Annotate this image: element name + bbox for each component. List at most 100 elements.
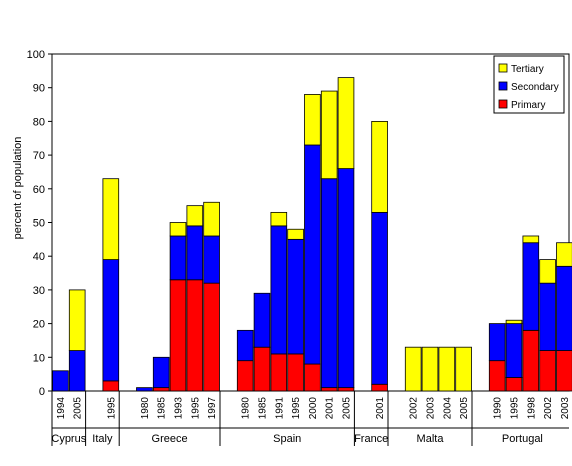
bar-tertiary-greece-1997	[204, 202, 220, 236]
bar-tertiary-greece-1993	[170, 223, 186, 236]
bar-secondary-greece-1995	[187, 226, 203, 280]
bar-secondary-spain-1985	[254, 293, 270, 347]
bar-tertiary-malta-2002	[405, 347, 421, 391]
x-tick-label: 1980	[140, 397, 151, 420]
bar-secondary-portugal-2003	[557, 266, 572, 350]
y-axis-label: percent of population	[12, 137, 24, 240]
legend-label-tertiary: Tertiary	[511, 64, 544, 75]
group-label: Portugal	[502, 433, 543, 445]
bar-primary-portugal-2003	[557, 351, 572, 391]
legend: Tertiary Secondary Primary	[494, 56, 564, 113]
bar-secondary-spain-2001	[321, 179, 337, 388]
bar-primary-greece-1993	[170, 280, 186, 391]
x-tick-label: 1998	[526, 397, 537, 420]
bar-primary-greece-1997	[204, 283, 220, 391]
bar-tertiary-malta-2004	[439, 347, 455, 391]
bar-primary-spain-2005	[338, 388, 354, 391]
bar-tertiary-spain-2005	[338, 78, 354, 169]
x-tick-label: 1995	[291, 397, 302, 420]
bar-tertiary-greece-1995	[187, 206, 203, 226]
bar-tertiary-spain-2001	[321, 91, 337, 179]
bar-primary-spain-1995	[288, 354, 304, 391]
bar-tertiary-malta-2003	[422, 347, 438, 391]
bar-tertiary-spain-1995	[288, 229, 304, 239]
bar-primary-greece-1995	[187, 280, 203, 391]
y-tick-label: 60	[33, 184, 45, 196]
bar-secondary-portugal-1990	[489, 324, 505, 361]
bar-secondary-spain-1995	[288, 239, 304, 354]
x-tick-label: 1997	[207, 397, 218, 420]
x-tick-label: 1985	[157, 397, 168, 420]
x-tick-label: 2001	[375, 397, 386, 420]
bar-secondary-greece-1993	[170, 236, 186, 280]
group-label: Malta	[417, 433, 445, 445]
bar-secondary-france-2001	[372, 212, 388, 384]
bar-tertiary-spain-1991	[271, 212, 287, 225]
bar-secondary-portugal-2002	[540, 283, 556, 350]
y-tick-label: 100	[27, 49, 45, 61]
y-axis-title-group: percent of population	[12, 137, 24, 240]
y-tick-label: 30	[33, 285, 45, 297]
x-tick-label: 1990	[493, 397, 504, 420]
bar-secondary-italy-1995	[103, 260, 119, 381]
y-tick-label: 80	[33, 116, 45, 128]
bar-primary-portugal-1990	[489, 361, 505, 391]
bar-primary-france-2001	[372, 384, 388, 391]
group-label: Spain	[273, 433, 301, 445]
x-tick-label: 1995	[106, 397, 117, 420]
x-tick-label: 1995	[510, 397, 521, 420]
legend-swatch-secondary	[499, 82, 507, 90]
bar-primary-portugal-1995	[506, 378, 522, 391]
bar-secondary-cyprus-2005	[69, 351, 85, 391]
x-tick-label: 2001	[325, 397, 336, 420]
bar-tertiary-italy-1995	[103, 179, 119, 260]
bar-secondary-spain-2005	[338, 169, 354, 388]
bar-secondary-greece-1980	[137, 388, 153, 391]
group-label: Cyprus	[51, 433, 86, 445]
bar-tertiary-france-2001	[372, 121, 388, 212]
legend-label-secondary: Secondary	[511, 82, 559, 93]
bar-secondary-greece-1985	[153, 357, 169, 387]
legend-label-primary: Primary	[511, 100, 545, 111]
bar-secondary-cyprus-1994	[53, 371, 69, 391]
bar-tertiary-malta-2005	[456, 347, 472, 391]
bar-secondary-portugal-1998	[523, 243, 539, 331]
bar-primary-spain-1991	[271, 354, 287, 391]
bar-tertiary-portugal-1995	[506, 320, 522, 323]
bar-primary-spain-1980	[237, 361, 253, 391]
x-tick-label: 2003	[560, 397, 571, 420]
legend-swatch-tertiary	[499, 64, 507, 72]
y-tick-label: 0	[39, 386, 45, 398]
x-tick-label: 2005	[342, 397, 353, 420]
bar-secondary-spain-2000	[305, 145, 321, 364]
x-tick-label: 1991	[274, 397, 285, 420]
y-tick-label: 10	[33, 352, 45, 364]
bar-primary-portugal-1998	[523, 330, 539, 391]
group-label: Greece	[152, 433, 188, 445]
legend-swatch-primary	[499, 100, 507, 108]
group-label: France	[354, 433, 388, 445]
x-tick-label: 2002	[543, 397, 554, 420]
y-tick-label: 70	[33, 150, 45, 162]
x-tick-label: 1993	[174, 397, 185, 420]
x-tick-label: 1980	[241, 397, 252, 420]
bar-primary-spain-2001	[321, 388, 337, 391]
bar-tertiary-spain-2000	[305, 94, 321, 145]
x-tick-label: 2002	[409, 397, 420, 420]
bar-primary-portugal-2002	[540, 351, 556, 391]
bar-tertiary-cyprus-2005	[69, 290, 85, 351]
bar-primary-greece-1985	[153, 388, 169, 391]
x-tick-label: 2005	[73, 397, 84, 420]
x-tick-label: 2004	[442, 397, 453, 420]
bar-tertiary-portugal-1998	[523, 236, 539, 243]
bar-primary-italy-1995	[103, 381, 119, 391]
x-tick-label: 2000	[308, 397, 319, 420]
bar-primary-spain-2000	[305, 364, 321, 391]
x-tick-label: 1994	[56, 397, 67, 420]
bar-primary-spain-1985	[254, 347, 270, 391]
y-tick-label: 50	[33, 218, 45, 230]
